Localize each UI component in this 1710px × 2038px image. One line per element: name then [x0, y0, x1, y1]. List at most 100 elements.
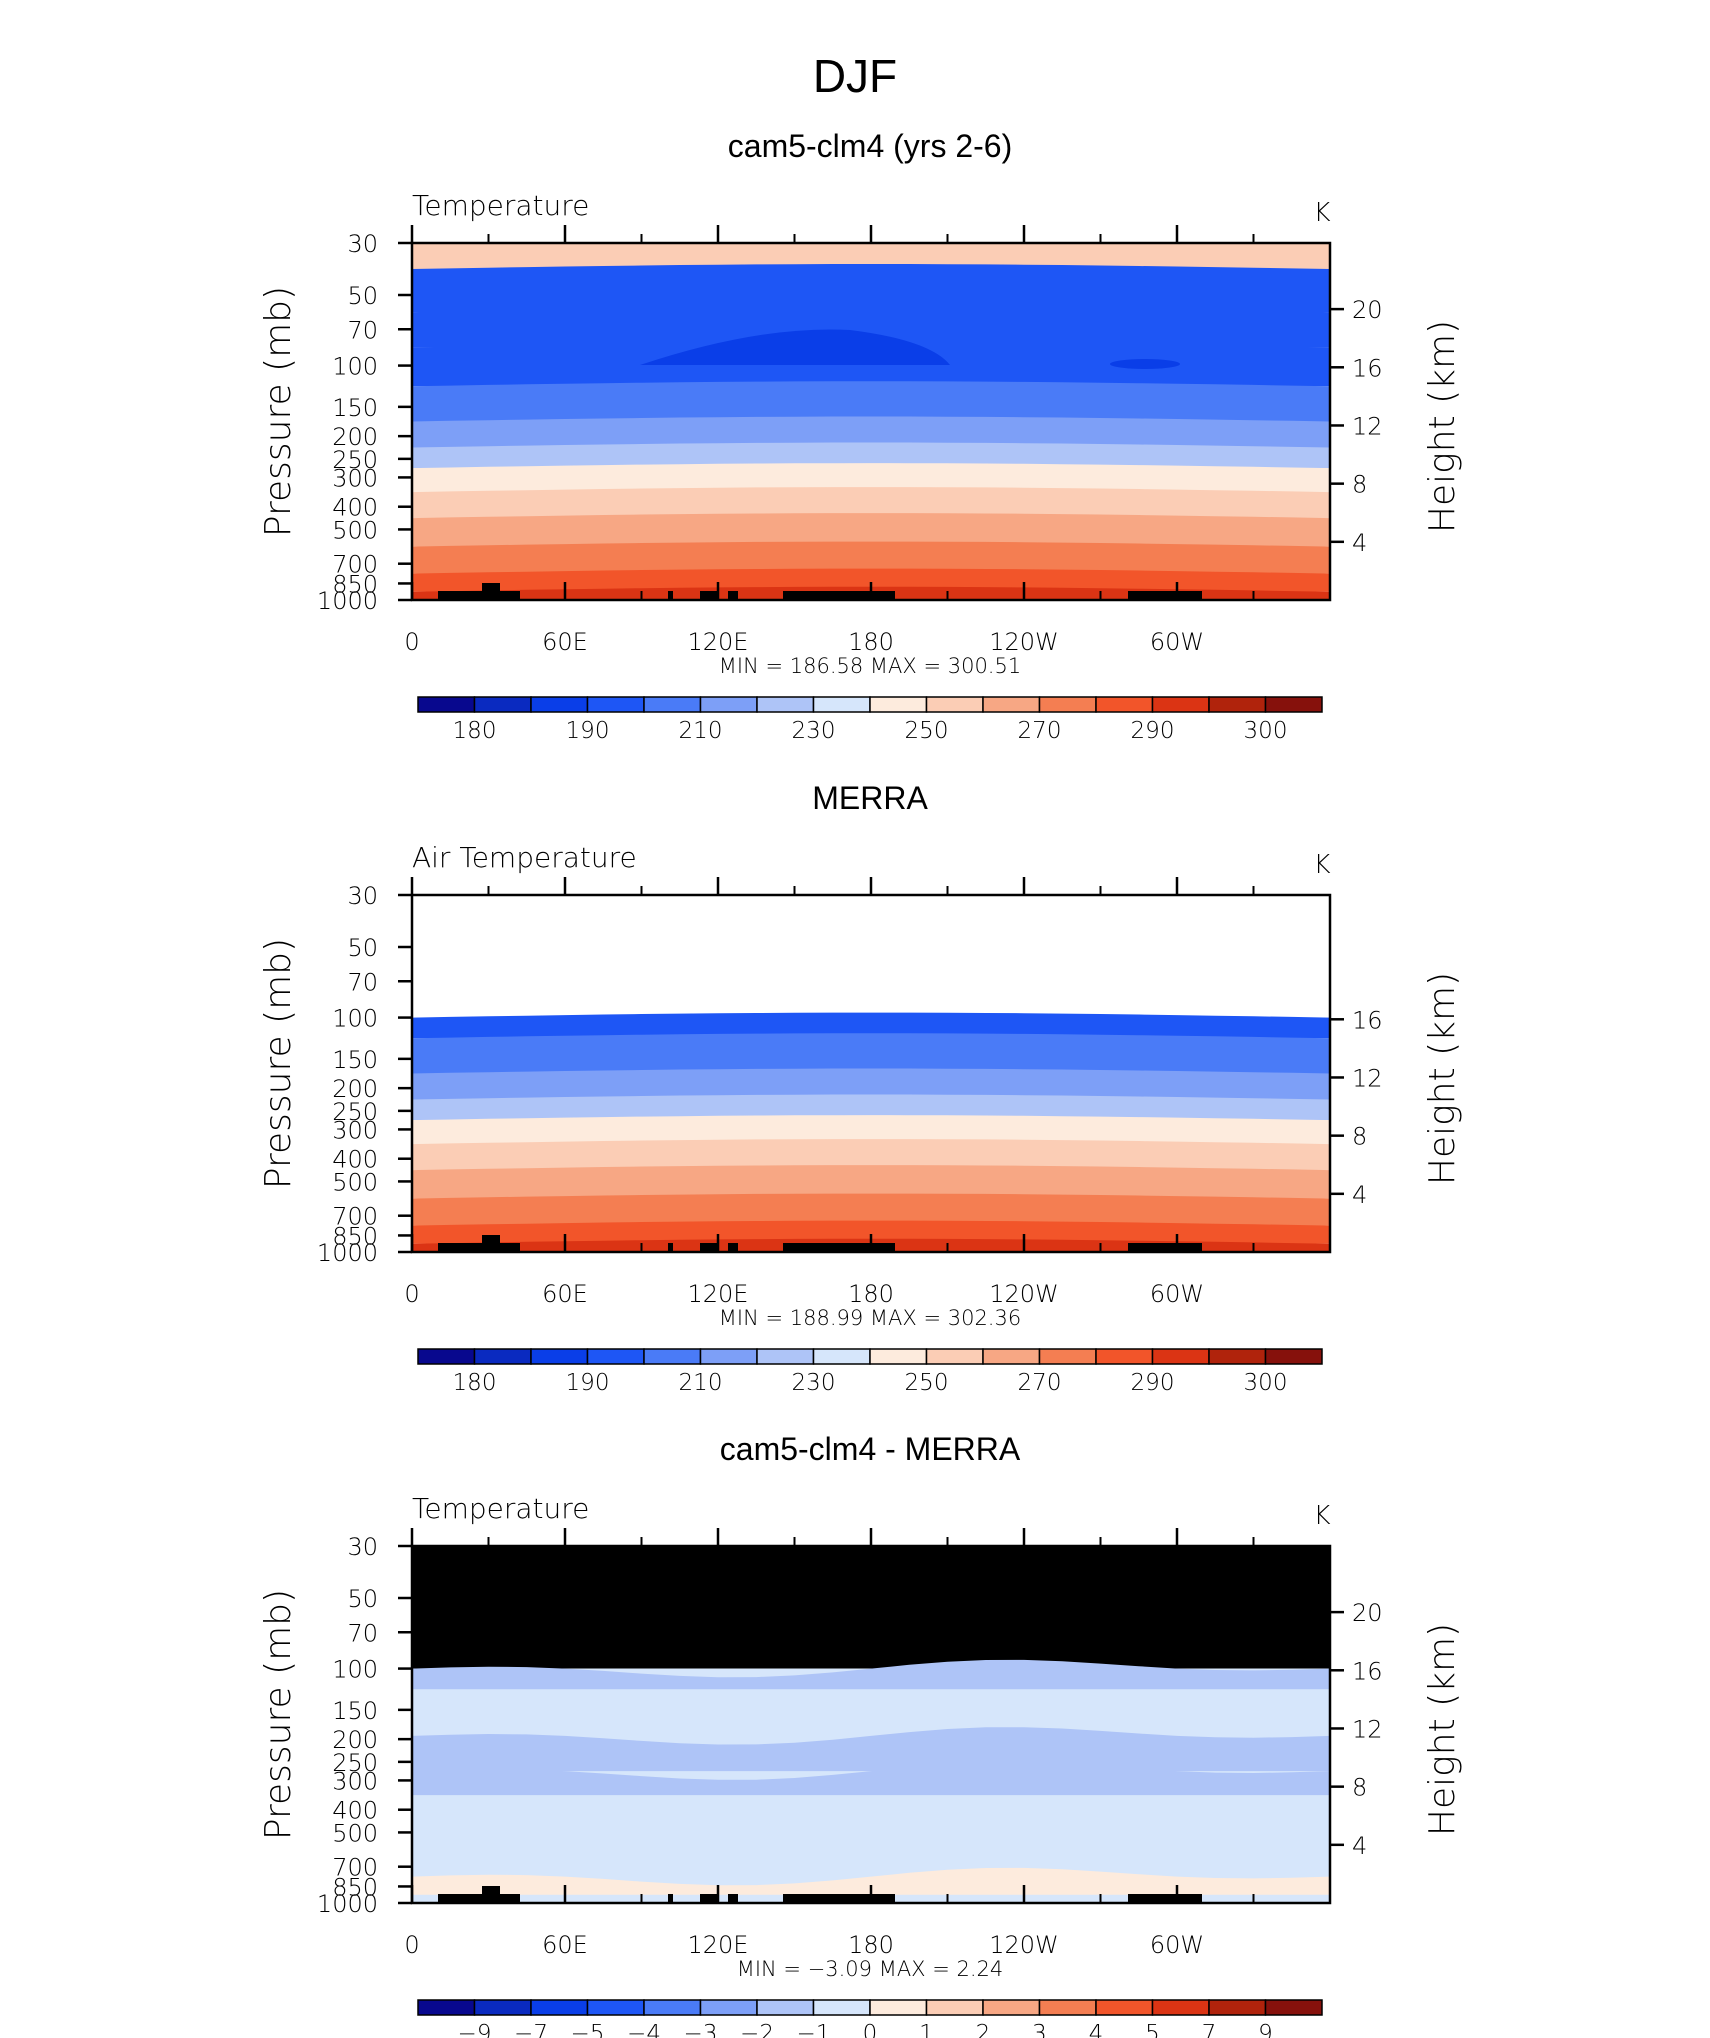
colorbar-box	[1151, 1348, 1210, 1365]
colorbar-box	[812, 1999, 871, 2016]
units-label: K	[1313, 1501, 1330, 1531]
x-tick-label: 180	[848, 1280, 894, 1308]
topography-block	[482, 1235, 500, 1243]
y-tick-label: 200	[332, 1726, 378, 1754]
plot-area	[412, 1546, 1330, 1903]
colorbar-box	[925, 696, 984, 713]
plot-area	[412, 243, 1330, 600]
contour-band	[412, 1659, 1330, 1690]
y-tick-label: 500	[332, 1168, 378, 1196]
colorbar: 180 190 210 230 250 270 290 300	[417, 1348, 1323, 1396]
colorbar-box	[586, 1348, 645, 1365]
colorbar-box	[869, 696, 928, 713]
y-tick-label: 1000	[317, 1890, 378, 1918]
colorbar-label: 290	[1131, 718, 1175, 744]
colorbar-box	[1208, 1999, 1267, 2016]
colorbar-label: 180	[453, 718, 497, 744]
y-axis-right: 16 12 8 4 Height (km)	[1330, 972, 1463, 1209]
panel-title: cam5-clm4 - MERRA	[720, 1431, 1021, 1467]
y-tick-label: 250	[332, 1098, 378, 1126]
topography-block	[668, 591, 673, 600]
min-max-label: MIN = 188.99 MAX = 302.36	[719, 1306, 1021, 1330]
y-tick-label: 50	[347, 282, 378, 310]
colorbar-label: 290	[1131, 1370, 1175, 1396]
topography-block	[1128, 591, 1202, 600]
colorbar-label: −4	[627, 2021, 661, 2038]
y-right-tick-label: 4	[1352, 1832, 1367, 1860]
colorbar-box	[812, 1348, 871, 1365]
y-tick-label: 850	[332, 1222, 378, 1250]
colorbar-label: 190	[566, 1370, 610, 1396]
colorbar-label: 270	[1018, 1370, 1062, 1396]
topography-block	[700, 1894, 718, 1903]
colorbar-box	[982, 1348, 1041, 1365]
contour-band	[412, 1033, 1330, 1074]
topography-block	[1128, 1894, 1202, 1903]
colorbar-label: 270	[1018, 718, 1062, 744]
x-tick-label: 60W	[1150, 1280, 1204, 1308]
y-tick-label: 100	[332, 1005, 378, 1033]
contour-band	[412, 568, 1330, 592]
contour-bands	[412, 1546, 1330, 1903]
contour-band	[412, 416, 1330, 448]
colorbar-box	[1264, 1999, 1323, 2016]
topography-block	[728, 1243, 738, 1252]
y-right-tick-label: 12	[1352, 1715, 1383, 1743]
y-tick-label: 400	[332, 1797, 378, 1825]
x-tick-label: 0	[404, 1280, 419, 1308]
topography-block	[668, 1894, 673, 1903]
x-axis: 0 60E 120E 180 120W 60W	[404, 225, 1255, 656]
y-tick-label: 30	[347, 1533, 378, 1561]
x-tick-label: 120W	[989, 1280, 1059, 1308]
colorbar-label: 0	[863, 2021, 878, 2038]
y-right-tick-label: 20	[1352, 1599, 1383, 1627]
y-tick-label: 500	[332, 1819, 378, 1847]
y-tick-label: 1000	[317, 1239, 378, 1267]
y-tick-label: 850	[332, 570, 378, 598]
field-label: Air Temperature	[412, 841, 637, 874]
topography-mask	[438, 583, 1202, 600]
colorbar-box	[982, 1999, 1041, 2016]
colorbar-label: 1	[919, 2021, 934, 2038]
y-tick-label: 200	[332, 423, 378, 451]
colorbar-label: 3	[1032, 2021, 1047, 2038]
y-right-axis-label: Height (km)	[1422, 320, 1463, 533]
colorbar-box	[530, 1999, 589, 2016]
panel-1: cam5-clm4 (yrs 2-6) Temperature K 0 60E 120E 1…	[258, 128, 1463, 744]
topography-mask	[438, 1235, 1202, 1252]
contour-band	[412, 1139, 1330, 1171]
colorbar-label: 300	[1244, 1370, 1288, 1396]
contour-band	[412, 1068, 1330, 1100]
min-max-label: MIN = −3.09 MAX = 2.24	[737, 1957, 1004, 1981]
y-tick-label: 700	[332, 1854, 378, 1882]
colorbar-box	[699, 696, 758, 713]
colorbar-box	[473, 1999, 532, 2016]
y-right-axis-label: Height (km)	[1422, 972, 1463, 1185]
colorbar-box	[473, 696, 532, 713]
y-tick-label: 250	[332, 446, 378, 474]
y-right-tick-label: 8	[1352, 471, 1367, 499]
colorbar-box	[1095, 1348, 1154, 1365]
y-right-tick-label: 20	[1352, 296, 1383, 324]
field-label: Temperature	[412, 189, 589, 222]
x-tick-label: 0	[404, 1931, 419, 1959]
topography-mask	[438, 1886, 1202, 1903]
contour-band	[412, 541, 1330, 574]
topography-block	[438, 1243, 520, 1252]
missing-data-region	[412, 1546, 1330, 1669]
contour-bands	[412, 243, 1330, 600]
y-tick-label: 150	[332, 1046, 378, 1074]
x-tick-label: 60W	[1150, 628, 1204, 656]
colorbar-box	[869, 1999, 928, 2016]
y-tick-label: 700	[332, 551, 378, 579]
colorbar-box	[1038, 1999, 1097, 2016]
y-right-tick-label: 12	[1352, 412, 1383, 440]
y-tick-label: 50	[347, 934, 378, 962]
colorbar-box	[417, 1348, 476, 1365]
topography-block	[700, 591, 718, 600]
y-tick-label: 70	[347, 968, 378, 996]
colorbar-label: 210	[679, 718, 723, 744]
colorbar-box	[643, 1999, 702, 2016]
colorbar-box	[1208, 1348, 1267, 1365]
